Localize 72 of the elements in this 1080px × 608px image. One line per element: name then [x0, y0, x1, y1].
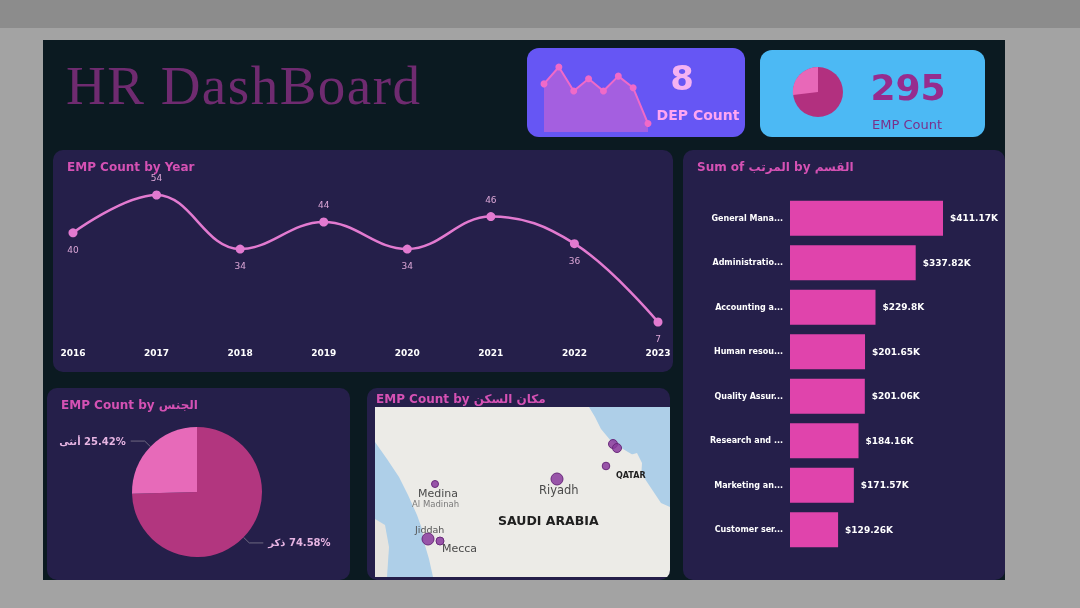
data-label: 46 [485, 194, 497, 205]
y-tick-label: Quality Assur... [714, 391, 783, 401]
text: 8 [670, 57, 694, 99]
slice-label: ذكر 74.58% [267, 537, 331, 550]
text: QATAR [616, 471, 646, 480]
y-tick-label: Accounting a... [715, 302, 783, 312]
x-tick-label: 2020 [394, 347, 420, 358]
y-tick-label: Human resou... [713, 347, 783, 357]
data-label: 54 [150, 173, 163, 183]
x-tick-label: 2016 [60, 347, 86, 358]
bar [790, 378, 865, 414]
bar [790, 289, 876, 325]
text: Riyadh [539, 483, 579, 497]
point [570, 87, 578, 95]
bar [790, 423, 859, 459]
x-tick-label: 2018 [227, 347, 253, 358]
point [319, 217, 329, 227]
y-tick-label: Research and ... [709, 436, 783, 446]
text: EMP Count by مكان السكن [376, 392, 546, 406]
point [629, 84, 637, 92]
chart-title: EMP Count by الجنس [61, 398, 198, 412]
x-tick-label: 2019 [311, 347, 337, 358]
point [599, 87, 607, 95]
data-label: 34 [234, 261, 247, 272]
data-label: $411.17K [950, 213, 999, 224]
text: EMP Count [871, 117, 943, 133]
data-label: $201.65K [872, 346, 922, 357]
slice-label: أنثى 25.42% [59, 434, 126, 447]
data-label: 44 [317, 200, 330, 211]
point [235, 244, 245, 254]
text: Medina [418, 487, 459, 500]
point [569, 239, 579, 249]
x-tick-label: 2023 [645, 347, 671, 358]
bar [790, 245, 916, 281]
data-label: 40 [67, 244, 79, 255]
data-label: $184.16K [865, 435, 915, 446]
text: DEP Count [656, 106, 740, 124]
point [68, 228, 78, 238]
data-label: 7 [655, 334, 661, 344]
data-label: $337.82K [922, 257, 972, 268]
text: HR DashBoard [66, 54, 422, 118]
bar [790, 334, 866, 370]
point [644, 120, 652, 128]
point [152, 190, 162, 200]
point [402, 244, 412, 254]
data-label: $229.8K [882, 302, 926, 313]
data-label: $171.57K [860, 480, 910, 491]
bar [790, 200, 943, 236]
chart-title: EMP Count by Year [67, 160, 195, 174]
bar [790, 467, 854, 503]
y-tick-label: Administratio... [712, 258, 783, 268]
text: Al Madinah [412, 499, 460, 509]
data-label: 34 [401, 261, 414, 272]
x-tick-label: 2022 [561, 347, 587, 358]
point [585, 75, 593, 83]
y-tick-label: Marketing an... [714, 480, 783, 490]
x-tick-label: 2017 [144, 347, 170, 358]
y-tick-label: General Mana... [711, 213, 783, 223]
text: Jiddah [414, 524, 445, 535]
point [486, 212, 496, 222]
chart-title: Sum of المرتب by القسم [697, 160, 854, 174]
x-tick-label: 2021 [478, 347, 504, 358]
bar [790, 512, 839, 548]
y-tick-label: Customer ser... [714, 525, 783, 535]
data-label: $201.06K [871, 391, 921, 402]
text: 295 [870, 66, 946, 110]
text: SAUDI ARABIA [498, 513, 599, 528]
text: Mecca [442, 542, 478, 555]
data-label: 36 [568, 255, 581, 266]
point [614, 72, 622, 80]
point [653, 317, 663, 327]
data-label: $129.26K [845, 524, 895, 535]
